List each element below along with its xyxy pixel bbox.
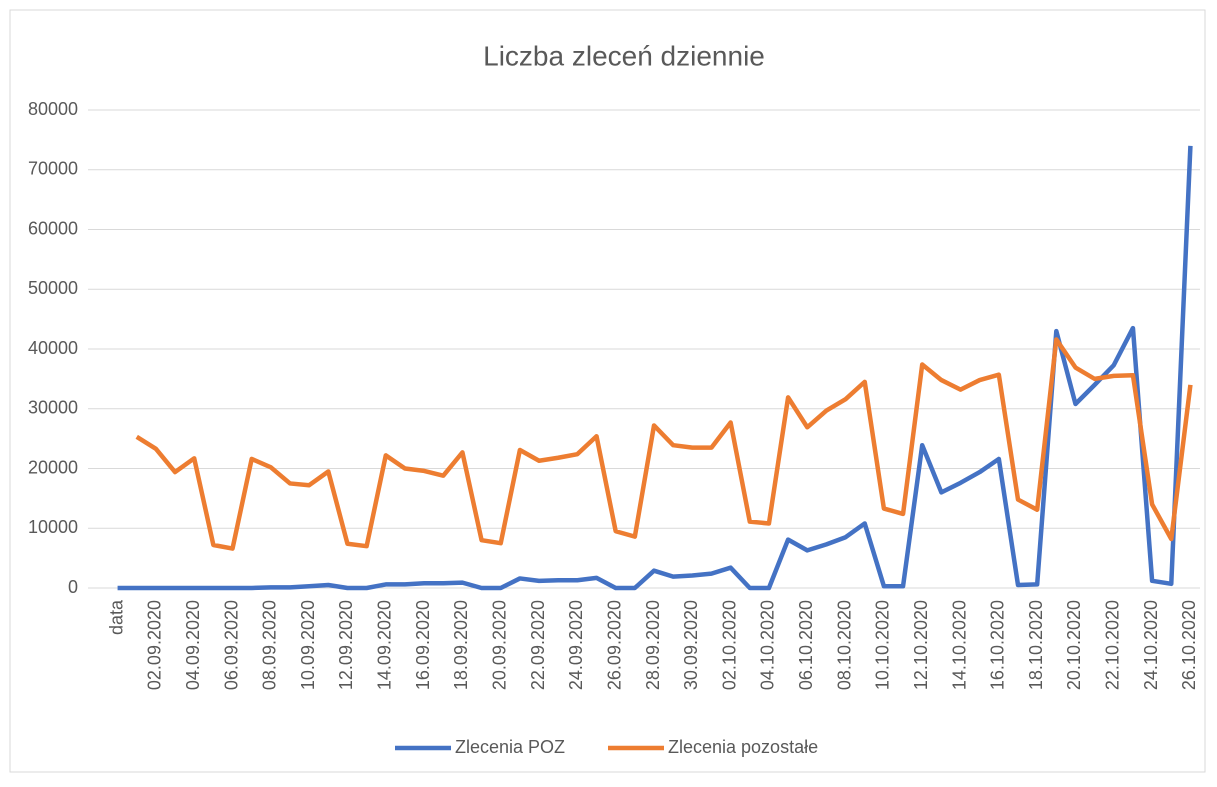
y-tick-label: 40000	[28, 338, 78, 358]
x-tick-label: 14.10.2020	[949, 600, 969, 690]
chart-border	[9, 9, 1206, 773]
x-tick-label: 04.10.2020	[758, 600, 778, 690]
x-tick-label: 12.09.2020	[336, 600, 356, 690]
x-tick-label: 02.09.2020	[145, 600, 165, 690]
x-tick-label: 18.09.2020	[451, 600, 471, 690]
x-tick-label: 26.09.2020	[604, 600, 624, 690]
series-line	[117, 145, 1193, 591]
x-tick-label: 30.09.2020	[681, 600, 701, 690]
x-tick-label: 18.10.2020	[1026, 600, 1046, 690]
x-tick-label: 22.09.2020	[528, 600, 548, 690]
x-tick-label: 16.10.2020	[988, 600, 1008, 690]
y-tick-label: 50000	[28, 278, 78, 298]
x-tick-label: 24.09.2020	[566, 600, 586, 690]
y-tick-label: 0	[68, 577, 78, 597]
x-tick-label: 08.10.2020	[834, 600, 854, 690]
legend-label: Zlecenia POZ	[455, 737, 565, 757]
series-line	[135, 337, 1193, 551]
x-tick-label: 20.10.2020	[1064, 600, 1084, 690]
y-tick-label: 80000	[28, 99, 78, 119]
legend-label: Zlecenia pozostałe	[668, 737, 818, 757]
x-tick-label: 22.10.2020	[1103, 600, 1123, 690]
y-tick-label: 30000	[28, 398, 78, 418]
x-tick-label: 28.09.2020	[643, 600, 663, 690]
x-tick-label: 06.09.2020	[221, 600, 241, 690]
x-tick-label: 10.09.2020	[298, 600, 318, 690]
x-tick-label: data	[106, 599, 126, 635]
y-tick-label: 70000	[28, 159, 78, 179]
x-tick-label: 04.09.2020	[183, 600, 203, 690]
x-tick-label: 16.09.2020	[413, 600, 433, 690]
x-tick-label: 10.10.2020	[873, 600, 893, 690]
x-tick-label: 12.10.2020	[911, 600, 931, 690]
y-tick-label: 10000	[28, 517, 78, 537]
y-tick-label: 60000	[28, 218, 78, 238]
x-tick-label: 24.10.2020	[1141, 600, 1161, 690]
x-tick-label: 14.09.2020	[375, 600, 395, 690]
x-tick-label: 08.09.2020	[260, 600, 280, 690]
x-tick-label: 06.10.2020	[796, 600, 816, 690]
y-tick-label: 20000	[28, 457, 78, 477]
x-tick-label: 02.10.2020	[719, 600, 739, 690]
x-tick-label: 26.10.2020	[1179, 600, 1199, 690]
chart-title: Liczba zleceń dziennie	[483, 40, 765, 71]
x-tick-label: 20.09.2020	[489, 600, 509, 690]
